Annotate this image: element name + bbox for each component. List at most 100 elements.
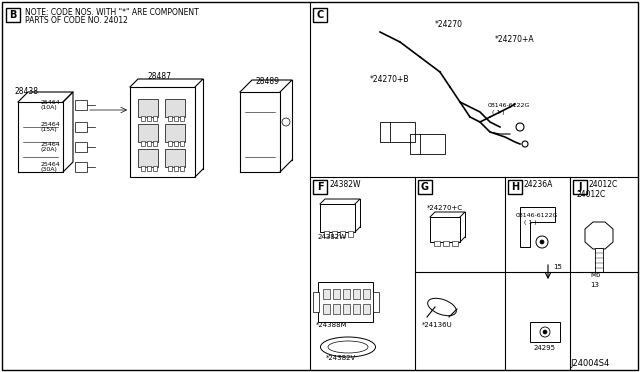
Bar [323,304,330,314]
Circle shape [543,330,547,334]
Bar [153,116,157,121]
Text: PARTS OF CODE NO. 24012: PARTS OF CODE NO. 24012 [25,16,128,25]
Bar [6,8,20,22]
Text: 24382W: 24382W [330,180,362,189]
Bar [180,141,184,146]
Text: *24270: *24270 [435,20,463,29]
Text: G: G [421,182,429,192]
Text: *24270+A: *24270+A [495,35,534,44]
Bar [418,180,432,194]
Text: 28487: 28487 [148,72,172,81]
Text: 24012C: 24012C [589,180,618,189]
Bar [174,116,178,121]
Text: H: H [511,182,519,192]
Bar [174,141,178,146]
Bar [313,180,327,194]
Bar [174,166,178,171]
Bar [353,304,360,314]
Bar [138,149,158,167]
Text: 24236A: 24236A [524,180,554,189]
Bar [353,289,360,299]
Text: ( 1 ): ( 1 ) [492,110,504,115]
Bar [75,122,87,132]
Bar [138,99,158,117]
Text: NOTE: CODE NOS. WITH "*" ARE COMPONENT: NOTE: CODE NOS. WITH "*" ARE COMPONENT [25,7,199,16]
Text: 08146-6122G: 08146-6122G [516,213,558,218]
Bar [323,289,330,299]
Text: 24295: 24295 [534,345,556,351]
Text: 28489: 28489 [255,77,279,86]
Bar [333,289,340,299]
Text: 13: 13 [590,282,599,288]
Text: C: C [316,10,324,20]
Bar [313,292,319,312]
Bar [165,99,185,117]
Text: *24270+C: *24270+C [427,205,463,211]
Bar [141,166,145,171]
Bar [340,231,345,237]
Bar [343,289,350,299]
Text: *24388M: *24388M [316,322,348,328]
Bar [141,141,145,146]
Bar [180,166,184,171]
Bar [573,180,587,194]
Text: 25464
(15A): 25464 (15A) [40,122,60,132]
Text: J: J [579,182,582,192]
Bar [75,100,87,110]
Bar [147,116,151,121]
Bar [508,180,522,194]
Bar [452,241,458,246]
Bar [153,166,157,171]
Text: 25464
(10A): 25464 (10A) [40,100,60,110]
Bar [318,282,373,322]
Bar [141,116,145,121]
Polygon shape [585,222,613,249]
Bar [434,241,440,246]
Text: M6: M6 [590,272,600,278]
Ellipse shape [321,337,376,357]
Bar [430,217,460,242]
Text: J24004S4: J24004S4 [570,359,610,368]
Ellipse shape [428,298,456,316]
Circle shape [540,240,544,244]
Bar [333,304,340,314]
Text: 25464
(20A): 25464 (20A) [40,142,60,153]
Bar [168,116,172,121]
Bar [343,304,350,314]
Text: B: B [10,10,17,20]
Ellipse shape [328,341,368,353]
Text: *24136U: *24136U [422,322,452,328]
Bar [324,231,329,237]
Text: 28438: 28438 [14,87,38,96]
Bar [390,122,415,142]
Bar [138,124,158,142]
Bar [530,322,560,342]
Bar [420,134,445,154]
Text: 08146-6122G: 08146-6122G [488,103,531,108]
Bar [130,87,195,177]
Bar [147,141,151,146]
Text: F: F [317,182,323,192]
Bar [363,289,370,299]
Polygon shape [520,207,555,247]
Text: *24382V: *24382V [326,355,356,361]
Text: 25464
(30A): 25464 (30A) [40,161,60,172]
Text: 24012C: 24012C [577,190,606,199]
Text: 24382W: 24382W [318,234,347,240]
Bar [168,141,172,146]
Text: 15: 15 [553,264,562,270]
Text: *24270+B: *24270+B [370,75,410,84]
Bar [147,166,151,171]
Bar [75,142,87,152]
Bar [373,292,379,312]
Bar [180,116,184,121]
Bar [165,124,185,142]
Bar [348,231,353,237]
Bar [443,241,449,246]
Bar [165,149,185,167]
Bar [595,248,603,272]
Bar [313,8,327,22]
Bar [153,141,157,146]
Bar [320,204,355,232]
Bar [332,231,337,237]
